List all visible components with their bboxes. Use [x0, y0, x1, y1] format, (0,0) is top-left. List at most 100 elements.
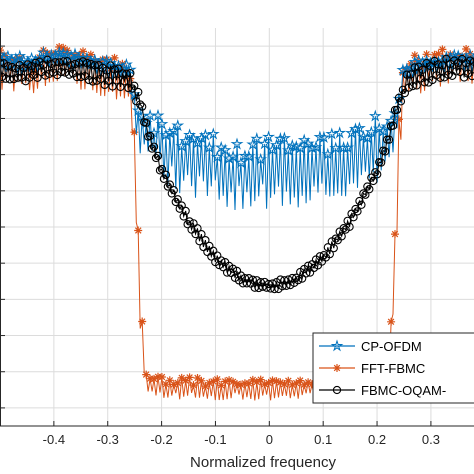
circle-marker	[248, 275, 257, 284]
asterisk-marker	[430, 50, 439, 59]
legend: CP-OFDM FFT-FBMC FBMC-OQAM-	[312, 332, 474, 404]
star-marker	[191, 136, 204, 149]
circle-marker	[288, 273, 297, 283]
star-marker	[380, 119, 394, 132]
asterisk-marker	[205, 378, 214, 387]
circle-marker	[345, 222, 354, 231]
star-marker	[155, 117, 169, 130]
circle-marker	[159, 174, 169, 183]
circle-marker	[124, 83, 133, 93]
circle-marker	[82, 58, 92, 68]
circle-marker	[238, 279, 248, 288]
star-marker	[309, 140, 323, 153]
asterisk-marker	[39, 46, 48, 55]
star-marker	[270, 138, 283, 151]
asterisk-marker	[138, 317, 147, 326]
circle-marker	[70, 59, 80, 69]
circle-marker	[118, 69, 127, 78]
asterisk-marker	[110, 53, 119, 62]
asterisk-marker	[165, 376, 174, 385]
series-line	[0, 58, 474, 291]
circle-marker	[197, 229, 206, 239]
asterisk-marker	[193, 374, 202, 382]
asterisk-marker	[213, 375, 222, 384]
star-marker	[305, 141, 319, 154]
circle-marker	[332, 385, 342, 395]
circle-marker	[438, 61, 447, 70]
asterisk-marker	[256, 375, 265, 384]
circle-marker	[102, 66, 111, 75]
circle-marker	[72, 72, 82, 82]
circle-marker	[104, 76, 113, 86]
circle-marker	[92, 76, 101, 85]
circle-marker	[363, 182, 372, 191]
star-marker	[274, 132, 287, 145]
circle-marker	[357, 200, 366, 209]
circle-marker	[177, 201, 186, 210]
star-marker	[330, 339, 344, 352]
asterisk-marker	[387, 317, 396, 326]
circle-marker	[329, 243, 338, 253]
star-marker	[210, 150, 224, 163]
circle-marker	[76, 72, 86, 82]
star-marker	[321, 147, 335, 160]
circle-marker	[404, 83, 413, 92]
circle-marker	[408, 81, 417, 91]
legend-entry: FFT-FBMC	[319, 361, 425, 376]
circle-marker	[61, 68, 70, 77]
asterisk-marker	[157, 373, 166, 381]
circle-marker	[442, 54, 451, 63]
circle-marker	[252, 276, 261, 285]
circle-marker	[365, 185, 374, 194]
asterisk-marker	[391, 230, 399, 239]
star-marker	[293, 141, 307, 154]
series-fbmc-oqam	[0, 54, 474, 294]
circle-marker	[418, 65, 427, 74]
circle-marker	[134, 87, 143, 97]
asterisk-marker	[434, 49, 443, 58]
circle-marker	[66, 61, 76, 70]
circle-marker	[151, 153, 161, 163]
star-marker	[258, 137, 272, 150]
star-marker	[349, 122, 362, 135]
circle-marker	[3, 61, 13, 71]
circle-marker	[353, 207, 362, 216]
asterisk-marker	[410, 51, 419, 60]
asterisk-marker	[252, 378, 261, 386]
x-tick-label: -0.3	[97, 432, 119, 447]
star-marker	[234, 156, 248, 169]
circle-marker	[412, 81, 421, 90]
circle-marker	[369, 176, 378, 186]
circle-marker	[436, 73, 445, 83]
circle-marker	[74, 58, 84, 67]
star-marker	[123, 63, 137, 76]
circle-marker	[31, 58, 40, 68]
circle-marker	[161, 170, 171, 179]
circle-marker	[319, 250, 329, 260]
circle-marker	[384, 135, 394, 144]
star-marker	[262, 130, 276, 143]
circle-marker	[452, 67, 461, 76]
star-marker	[163, 126, 177, 139]
star-marker	[218, 143, 232, 156]
star-marker	[5, 53, 19, 66]
circle-marker	[410, 63, 419, 72]
star-marker	[37, 46, 50, 59]
circle-marker	[59, 57, 68, 66]
asterisk-marker	[272, 377, 281, 386]
asterisk-marker	[233, 380, 241, 388]
asterisk-marker	[126, 74, 135, 83]
asterisk-marker	[300, 380, 309, 389]
circle-marker	[47, 59, 56, 69]
star-marker	[226, 149, 240, 163]
circle-marker	[351, 204, 360, 214]
legend-label: CP-OFDM	[361, 339, 422, 354]
asterisk-marker	[458, 52, 467, 61]
x-tick-label: -0.1	[204, 432, 226, 447]
circle-marker	[268, 279, 277, 288]
asterisk-marker	[284, 376, 293, 385]
circle-marker	[141, 118, 151, 127]
circle-marker	[179, 212, 188, 221]
star-marker	[119, 57, 133, 71]
